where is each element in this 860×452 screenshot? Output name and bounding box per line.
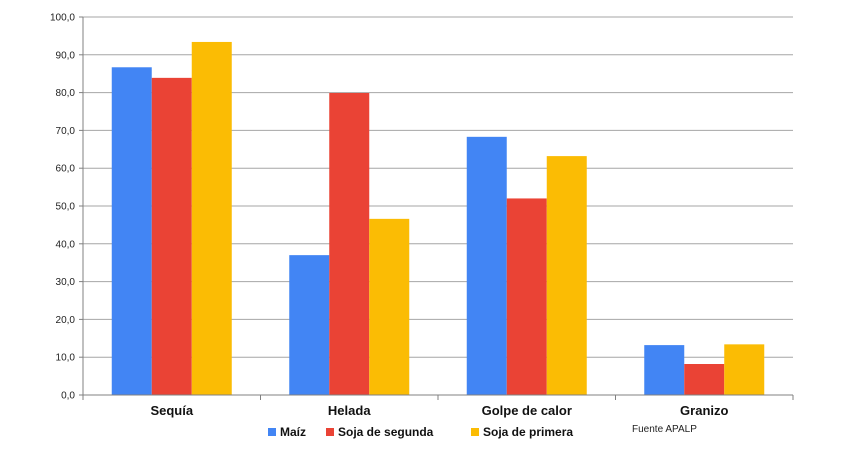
y-tick-label: 60,0 <box>56 164 76 175</box>
y-tick-label: 100,0 <box>50 13 75 24</box>
category-label: Granizo <box>680 403 728 418</box>
legend-label: Soja de primera <box>483 425 573 439</box>
y-tick-label: 30,0 <box>56 277 76 288</box>
bar <box>684 364 725 395</box>
x-axis-category-labels: Sequía Helada Golpe de calor Granizo <box>150 403 728 418</box>
category-label: Helada <box>328 403 371 418</box>
bar <box>506 198 547 395</box>
bar <box>151 77 192 395</box>
legend-swatch <box>326 428 334 436</box>
category-label: Golpe de calor <box>482 403 572 418</box>
y-tick-label: 80,0 <box>56 88 76 99</box>
bar <box>191 41 232 395</box>
y-tick-label: 40,0 <box>56 239 76 250</box>
y-tick-label: 20,0 <box>56 315 76 326</box>
bar <box>289 255 330 395</box>
y-tick-label: 10,0 <box>56 353 76 364</box>
bar <box>369 218 410 395</box>
bar <box>329 92 370 395</box>
y-tick-label: 0,0 <box>61 391 75 402</box>
axes <box>82 17 794 400</box>
bar <box>644 345 685 395</box>
bar <box>724 344 765 395</box>
category-label: Sequía <box>150 403 193 418</box>
bar <box>111 67 152 396</box>
bar <box>546 156 587 395</box>
y-tick-label: 90,0 <box>56 50 76 61</box>
bar <box>466 136 507 396</box>
legend-swatch <box>471 428 479 436</box>
y-tick-label: 70,0 <box>56 126 76 137</box>
y-tick-label: 50,0 <box>56 202 76 213</box>
legend-swatch <box>268 428 276 436</box>
chart-title: 22-23 <box>402 0 438 2</box>
legend-label: Soja de segunda <box>338 425 434 439</box>
legend: Maíz Soja de segunda Soja de primera <box>268 425 573 439</box>
bars <box>111 41 765 396</box>
legend-label: Maíz <box>280 425 306 439</box>
source-note: Fuente APALP <box>632 424 697 435</box>
y-axis-ticks: 0,0 10,0 20,0 30,0 40,0 50,0 60,0 70,0 80,0 90,0 1… <box>50 13 83 402</box>
